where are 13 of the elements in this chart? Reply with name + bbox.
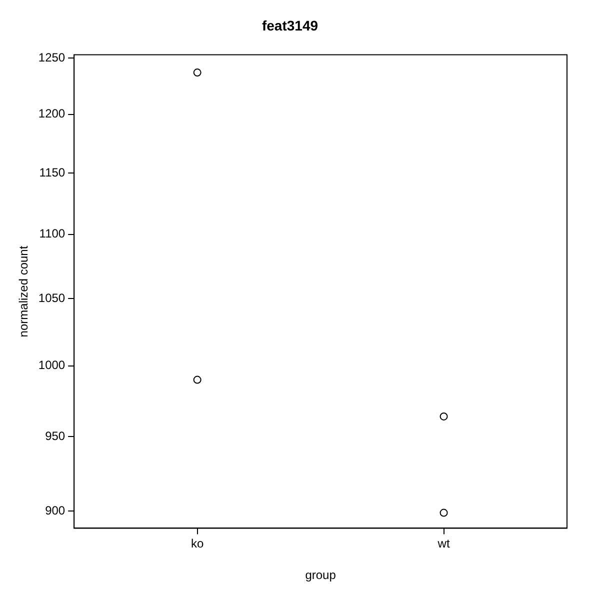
y-tick-label: 900 xyxy=(45,504,66,518)
y-tick-label: 1050 xyxy=(38,290,66,305)
y-tick-label: 950 xyxy=(45,428,66,443)
x-tick-label: ko xyxy=(190,536,204,551)
y-tick-label: 1250 xyxy=(38,50,66,64)
y-tick-label: 1000 xyxy=(38,358,66,372)
y-tick-label: 1100 xyxy=(39,226,66,241)
x-tick-label: wt xyxy=(436,536,450,551)
y-tick-label: 1150 xyxy=(39,165,66,180)
x-axis-title: group xyxy=(305,568,336,582)
y-tick-label: 1200 xyxy=(38,106,66,121)
y-axis-title: normalized count xyxy=(16,245,31,338)
chart-title: feat3149 xyxy=(262,17,318,34)
